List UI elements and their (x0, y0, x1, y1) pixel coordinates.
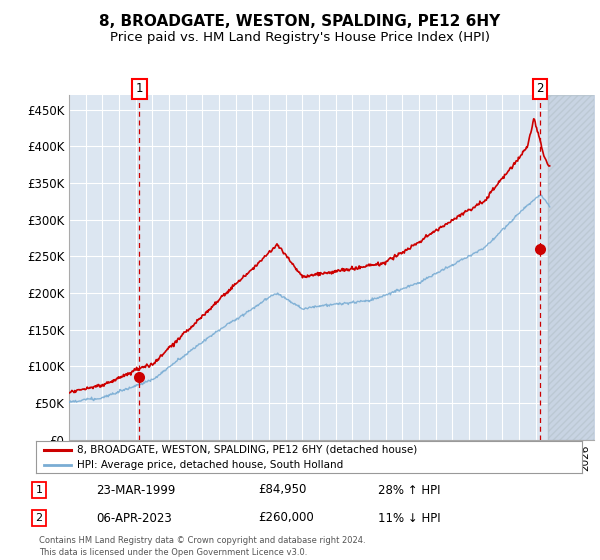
Text: HPI: Average price, detached house, South Holland: HPI: Average price, detached house, Sout… (77, 460, 343, 470)
Text: 28% ↑ HPI: 28% ↑ HPI (378, 483, 440, 497)
Text: Price paid vs. HM Land Registry's House Price Index (HPI): Price paid vs. HM Land Registry's House … (110, 31, 490, 44)
Text: 2: 2 (536, 82, 544, 95)
Text: 23-MAR-1999: 23-MAR-1999 (96, 483, 175, 497)
Text: 1: 1 (136, 82, 143, 95)
Text: 8, BROADGATE, WESTON, SPALDING, PE12 6HY (detached house): 8, BROADGATE, WESTON, SPALDING, PE12 6HY… (77, 445, 417, 455)
Text: £260,000: £260,000 (258, 511, 314, 525)
Text: £84,950: £84,950 (258, 483, 307, 497)
Text: 2: 2 (35, 513, 43, 523)
Text: 1: 1 (35, 485, 43, 495)
Text: 8, BROADGATE, WESTON, SPALDING, PE12 6HY: 8, BROADGATE, WESTON, SPALDING, PE12 6HY (100, 14, 500, 29)
Text: 06-APR-2023: 06-APR-2023 (96, 511, 172, 525)
Text: 11% ↓ HPI: 11% ↓ HPI (378, 511, 440, 525)
Text: Contains HM Land Registry data © Crown copyright and database right 2024.
This d: Contains HM Land Registry data © Crown c… (39, 536, 365, 557)
